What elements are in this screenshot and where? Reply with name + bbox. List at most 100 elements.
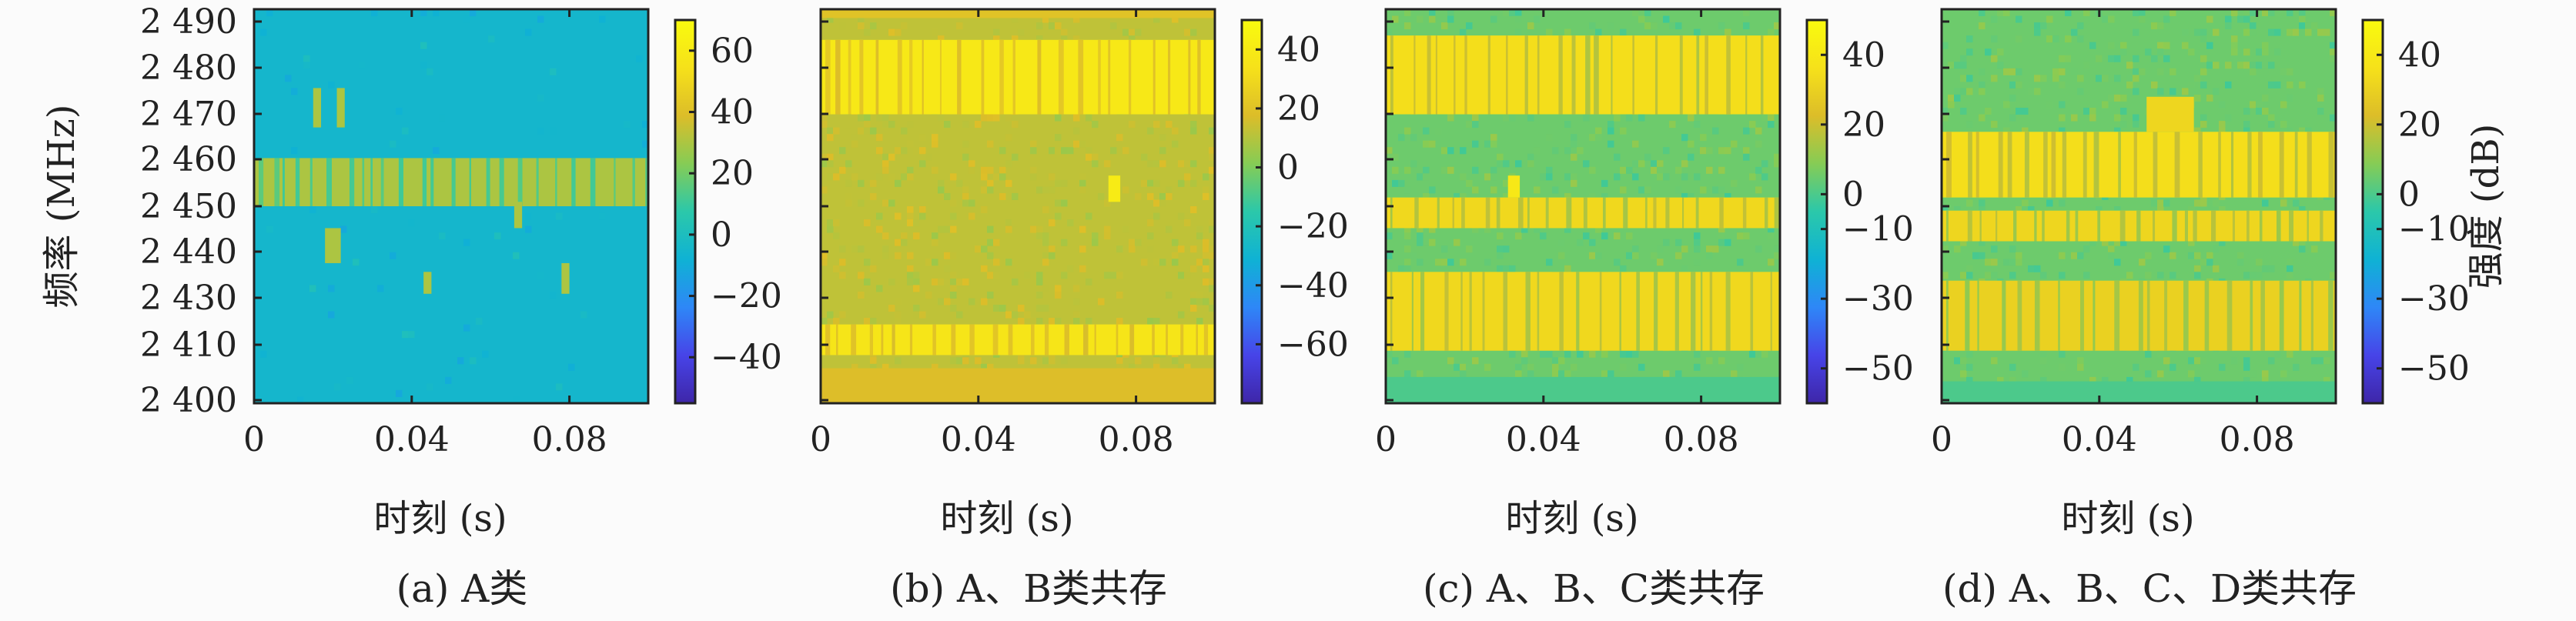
band-gap — [2133, 132, 2137, 198]
heatmap-cell — [1092, 232, 1099, 240]
y-tick-label: 2 460 — [140, 140, 237, 179]
heatmap-cell — [2299, 22, 2306, 30]
heatmap-cell — [2133, 121, 2139, 129]
band-gap — [859, 39, 864, 115]
heatmap-cell — [439, 232, 446, 240]
heatmap-cell — [1030, 225, 1037, 233]
heatmap-cell — [882, 245, 889, 253]
heatmap-cell — [1527, 160, 1534, 168]
heatmap-cell — [2022, 108, 2029, 115]
heatmap-cell — [1061, 28, 1068, 36]
heatmap-cell — [525, 28, 532, 36]
band-gap — [1760, 35, 1764, 115]
heatmap-cell — [1030, 140, 1037, 148]
heatmap-cell — [932, 363, 938, 371]
band-gap — [283, 158, 285, 206]
heatmap-c — [1386, 9, 1780, 403]
band-gap — [1496, 197, 1500, 229]
heatmap-cell — [2243, 9, 2250, 17]
heatmap-cell — [981, 173, 988, 181]
heatmap-cell — [2059, 199, 2066, 207]
heatmap-cell — [895, 212, 902, 220]
heatmap-cell — [396, 389, 403, 397]
heatmap-cell — [2096, 75, 2103, 82]
heatmap-cell — [1073, 311, 1080, 319]
heatmap-cell — [1417, 15, 1423, 23]
heatmap-cell — [864, 259, 871, 266]
heatmap-cell — [1104, 225, 1111, 233]
colorbar-tick-label: 40 — [1842, 35, 1885, 75]
heatmap-cell — [2077, 22, 2084, 30]
heatmap-cell — [1159, 199, 1166, 207]
heatmap-cell — [956, 22, 963, 30]
heatmap-cell — [821, 259, 828, 266]
heatmap-cell — [1546, 28, 1553, 36]
heatmap-cell — [1092, 153, 1099, 161]
heatmap-cell — [2065, 35, 2072, 43]
heatmap-cell — [1768, 114, 1775, 122]
heatmap-cell — [1466, 121, 1473, 129]
band-gap — [2277, 210, 2281, 242]
heatmap-cell — [266, 225, 273, 233]
heatmap-cell — [2330, 114, 2336, 122]
band-gap — [1537, 272, 1540, 351]
heatmap-cell — [285, 75, 292, 82]
heatmap-cell — [1626, 252, 1633, 259]
band-gap — [2258, 132, 2263, 198]
heatmap-cell — [981, 114, 988, 122]
heatmap-cell — [944, 265, 951, 272]
band-gap — [1461, 197, 1465, 229]
heatmap-cell — [1657, 245, 1664, 253]
heatmap-cell — [1024, 311, 1031, 319]
colorbar-tick-label: 20 — [2398, 105, 2441, 145]
heatmap-cell — [2262, 376, 2269, 384]
heatmap-cell — [938, 35, 945, 43]
heatmap-cell — [833, 265, 840, 272]
heatmap-cell — [1079, 173, 1086, 181]
heatmap-cell — [987, 318, 994, 326]
heatmap-cell — [1116, 363, 1123, 371]
band-gap — [1116, 324, 1119, 356]
heatmap-cell — [1178, 179, 1185, 187]
heatmap-cell — [1694, 232, 1701, 240]
band-gap — [2232, 210, 2235, 242]
heatmap-cell — [2003, 259, 2010, 266]
heatmap-cell — [870, 192, 877, 200]
band-gap — [1444, 272, 1449, 351]
heatmap-cell — [1190, 28, 1197, 36]
heatmap-cell — [864, 121, 871, 129]
heatmap-cell — [2009, 363, 2016, 371]
heatmap-cell — [303, 62, 310, 69]
heatmap-cell — [956, 278, 963, 285]
heatmap-cell — [1178, 245, 1185, 253]
heatmap-cell — [1620, 350, 1627, 358]
y-tick-label: 2 450 — [140, 187, 237, 226]
heatmap-cell — [2046, 199, 2053, 207]
heatmap-cell — [2237, 252, 2244, 259]
heatmap-cell — [1991, 35, 1998, 43]
heatmap-cell — [1429, 239, 1436, 246]
heatmap-cell — [938, 298, 945, 305]
heatmap-cell — [2200, 259, 2207, 266]
heatmap-cell — [2311, 357, 2318, 365]
heatmap-cell — [1061, 272, 1068, 279]
heatmap-cell — [1386, 232, 1393, 240]
band-gap — [555, 158, 557, 206]
heatmap-cell — [907, 278, 914, 285]
heatmap-cell — [1460, 173, 1467, 181]
heatmap-cell — [2071, 68, 2078, 75]
heatmap-cell — [1632, 140, 1639, 148]
heatmap-cell — [1166, 225, 1173, 233]
heatmap-cell — [2268, 28, 2275, 36]
heatmap-cell — [1979, 81, 1986, 88]
heatmap-cell — [888, 121, 895, 129]
heatmap-cell — [895, 252, 902, 259]
heatmap-cell — [845, 179, 852, 187]
heatmap-cell — [907, 212, 914, 220]
heatmap-cell — [1441, 166, 1448, 174]
heatmap-cell — [1960, 357, 1967, 365]
band-gap — [1525, 272, 1531, 351]
heatmap-cell — [2052, 35, 2059, 43]
heatmap-cell — [1607, 121, 1614, 129]
heatmap-cell — [1153, 357, 1160, 365]
